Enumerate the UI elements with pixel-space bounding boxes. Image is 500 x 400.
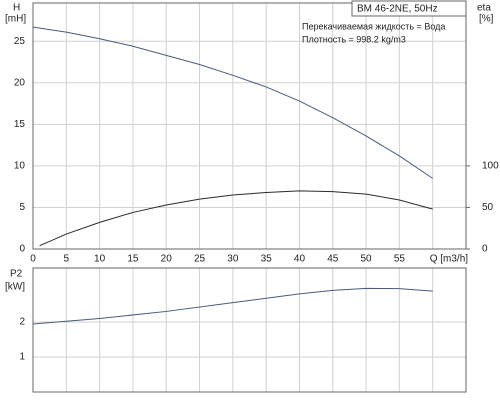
x-tick-label: 5 bbox=[64, 254, 70, 265]
y-axis-label: H bbox=[13, 3, 20, 14]
y-tick-label: 0 bbox=[19, 244, 25, 255]
x-tick-label: 15 bbox=[127, 254, 139, 265]
y-tick-label: 1 bbox=[19, 352, 25, 363]
x-tick-label: Q [m3/h] bbox=[430, 254, 469, 265]
y2-tick-label: 50 bbox=[482, 202, 494, 213]
pump-label: BM 46-2NE, 50Hz bbox=[357, 4, 438, 15]
y-tick-label: 15 bbox=[14, 119, 26, 130]
curve-p2 bbox=[32, 287, 433, 325]
y-axis-unit: [mH] bbox=[5, 14, 26, 25]
y-tick-label: 10 bbox=[14, 161, 26, 172]
x-tick-label: 50 bbox=[361, 254, 373, 265]
x-tick-label: 10 bbox=[94, 254, 106, 265]
y2-axis-label: eta bbox=[477, 3, 491, 14]
pump-label-box bbox=[351, 0, 467, 17]
x-tick-label: 25 bbox=[194, 254, 206, 265]
bottom-plot-frame bbox=[32, 267, 467, 393]
y2-tick-label: 100 bbox=[482, 161, 499, 172]
density-note: Плотность = 998.2 kg/m3 bbox=[302, 34, 406, 44]
top-plot-frame bbox=[32, 2, 467, 250]
y-tick-label: 25 bbox=[14, 36, 26, 47]
fluid-note: Перекачиваемая жидкость = Вода bbox=[302, 21, 445, 31]
y2-tick-label: 0 bbox=[482, 244, 488, 255]
x-tick-label: 35 bbox=[261, 254, 273, 265]
y-tick-label: 20 bbox=[14, 77, 26, 88]
y2-axis-unit: [%] bbox=[479, 14, 494, 25]
p2-axis-label: P2 bbox=[10, 269, 23, 280]
y-tick-label: 5 bbox=[19, 202, 25, 213]
x-tick-label: 0 bbox=[30, 254, 36, 265]
x-tick-label: 45 bbox=[327, 254, 339, 265]
curve-eta bbox=[39, 190, 433, 247]
x-tick-label: 55 bbox=[394, 254, 406, 265]
x-tick-label: 30 bbox=[227, 254, 239, 265]
p2-axis-unit: [kW] bbox=[5, 282, 25, 293]
x-tick-label: 40 bbox=[294, 254, 306, 265]
curve-h bbox=[32, 26, 433, 179]
y-tick-label: 2 bbox=[19, 317, 25, 328]
x-tick-label: 20 bbox=[161, 254, 173, 265]
